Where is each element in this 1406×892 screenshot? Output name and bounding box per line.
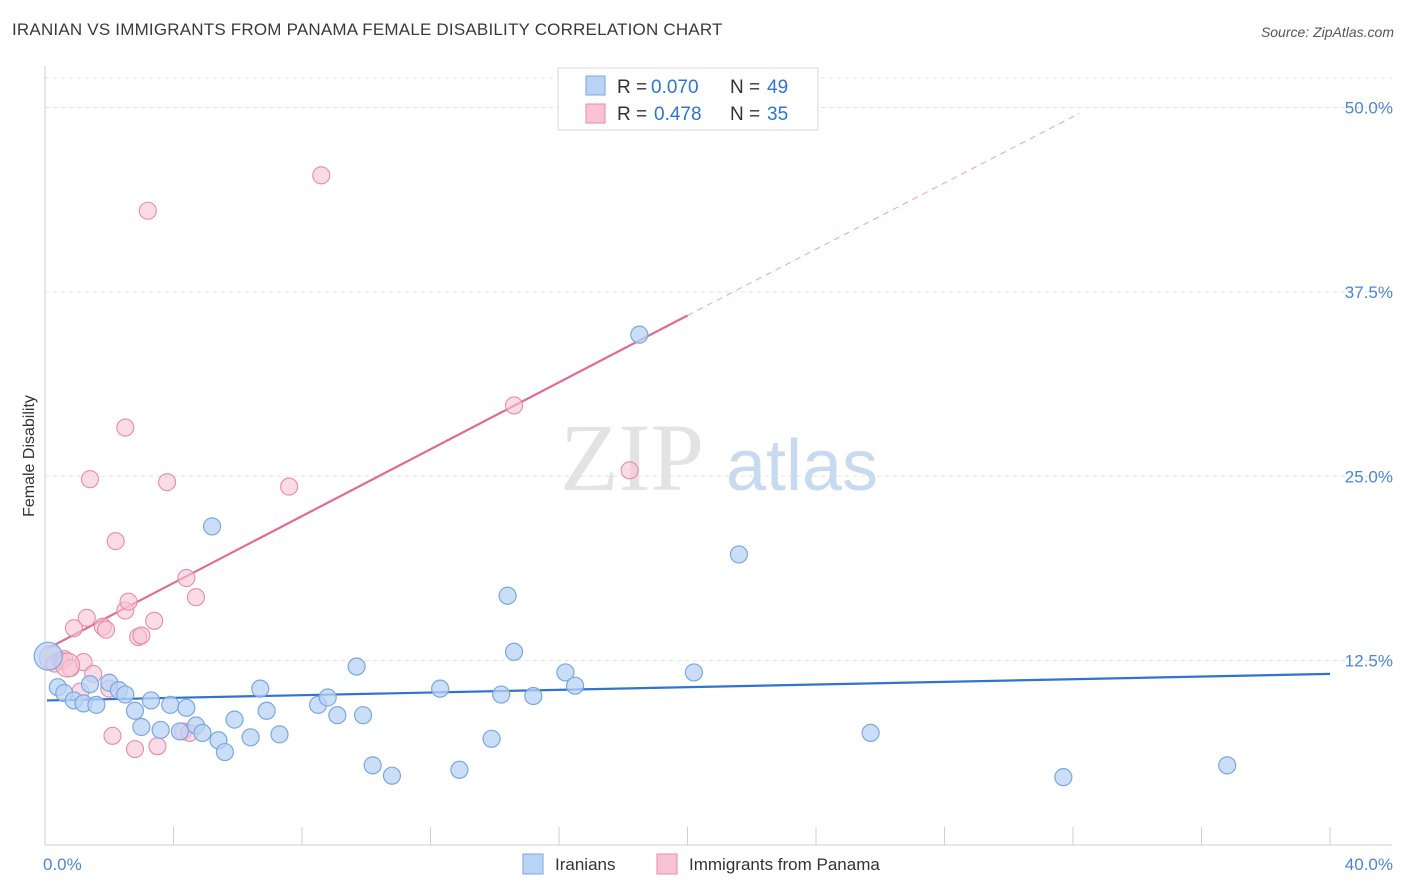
panama-point [106, 532, 125, 551]
iranians-point [861, 723, 880, 743]
panama-point [103, 726, 122, 745]
iranians-point [257, 701, 276, 720]
watermark: ZIP atlas [560, 404, 878, 511]
bottom-legend: Iranians Immigrants from Panama [522, 853, 880, 875]
y-axis-title: Female Disability [21, 395, 38, 517]
panama-point [504, 396, 524, 415]
panama-point [186, 588, 206, 607]
bottom-legend-label-iranians: Iranians [555, 855, 615, 874]
series-panama-points [38, 166, 639, 759]
panama-point [119, 592, 138, 611]
iranians-point [431, 679, 450, 698]
iranians-point [363, 756, 382, 775]
panama-point [138, 201, 157, 220]
iranians-point [202, 517, 222, 536]
axes [44, 66, 1392, 846]
y-tick-labels: 12.5% 25.0% 37.5% 50.0% [1345, 99, 1393, 671]
panama-point [620, 461, 639, 480]
iranians-point [270, 725, 289, 744]
panama-point [96, 620, 116, 639]
legend-n-value-1: 49 [767, 77, 788, 98]
trend-line-panama [46, 314, 689, 650]
panama-point [177, 568, 196, 588]
iranians-point [1218, 756, 1237, 775]
grid-lines [45, 77, 1392, 662]
iranians-point [116, 685, 135, 704]
iranians-point [1054, 768, 1073, 787]
iranians-point [328, 706, 347, 725]
trend-line-panama-extension [687, 112, 1080, 317]
iranians-point [498, 586, 517, 605]
iranians-point [382, 766, 402, 785]
iranians-point [251, 679, 270, 698]
chart-title: IRANIAN VS IMMIGRANTS FROM PANAMA FEMALE… [12, 20, 723, 39]
legend-n-value-2: 35 [767, 104, 788, 125]
panama-point [77, 608, 96, 627]
legend-r-value-2: 0.478 [654, 104, 702, 125]
iranians-point [504, 642, 524, 661]
panama-point [116, 418, 135, 437]
legend-swatch-iranians [585, 75, 606, 96]
panama-point [64, 619, 83, 638]
watermark-atlas: atlas [726, 426, 878, 506]
iranians-point [684, 663, 704, 682]
y-tick-label: 12.5% [1345, 652, 1393, 671]
legend-n-label-1: N = [730, 77, 760, 98]
y-tick-label: 25.0% [1345, 467, 1393, 486]
iranians-point [241, 728, 260, 747]
iranians-point [33, 641, 63, 671]
y-tick-label: 50.0% [1345, 99, 1393, 118]
series-iranians-points [33, 325, 1237, 787]
legend-n-label-2: N = [730, 104, 760, 125]
panama-point [125, 740, 144, 759]
iranians-point [161, 695, 180, 714]
iranians-point [630, 325, 649, 344]
x-tick-labels: 0.0% 40.0% [43, 855, 1393, 874]
legend: R = 0.070 N = 49 R = 0.478 N = 35 [557, 67, 819, 131]
iranians-point [151, 720, 170, 740]
bottom-legend-label-panama: Immigrants from Panama [689, 855, 880, 874]
legend-r-label-2: R = [617, 104, 647, 125]
panama-point [312, 166, 331, 185]
iranians-point [215, 742, 234, 762]
iranians-point [193, 723, 212, 743]
iranians-point [170, 722, 190, 741]
iranians-point [80, 675, 100, 694]
iranians-point [492, 685, 511, 704]
iranians-point [141, 691, 161, 710]
panama-point [80, 470, 100, 489]
iranians-point [132, 717, 151, 737]
iranians-point [450, 760, 469, 779]
iranians-point [347, 657, 366, 676]
panama-point [132, 626, 151, 645]
watermark-zip: ZIP [560, 404, 704, 511]
iranians-point [177, 698, 196, 717]
iranians-point [524, 686, 543, 706]
bottom-legend-swatch-panama [656, 853, 678, 875]
iranians-point [565, 676, 585, 695]
panama-point [158, 473, 177, 492]
iranians-point [125, 701, 145, 720]
legend-swatch-panama [585, 103, 606, 124]
iranians-point [318, 688, 337, 707]
y-tick-label: 37.5% [1345, 283, 1393, 302]
legend-r-value-1: 0.070 [651, 77, 699, 98]
bottom-legend-swatch-iranians [522, 853, 544, 875]
x-tick-label: 0.0% [43, 855, 82, 874]
chart-source: Source: ZipAtlas.com [1260, 24, 1394, 40]
iranians-point [729, 545, 749, 564]
iranians-point [556, 663, 575, 682]
iranians-point [225, 710, 244, 729]
panama-point [280, 477, 299, 496]
panama-point [145, 611, 164, 630]
iranians-point [482, 729, 501, 748]
x-tick-label: 40.0% [1345, 855, 1393, 874]
panama-point [148, 737, 167, 756]
iranians-point [353, 706, 373, 725]
legend-r-label-1: R = [617, 77, 647, 98]
iranians-point [87, 695, 106, 714]
